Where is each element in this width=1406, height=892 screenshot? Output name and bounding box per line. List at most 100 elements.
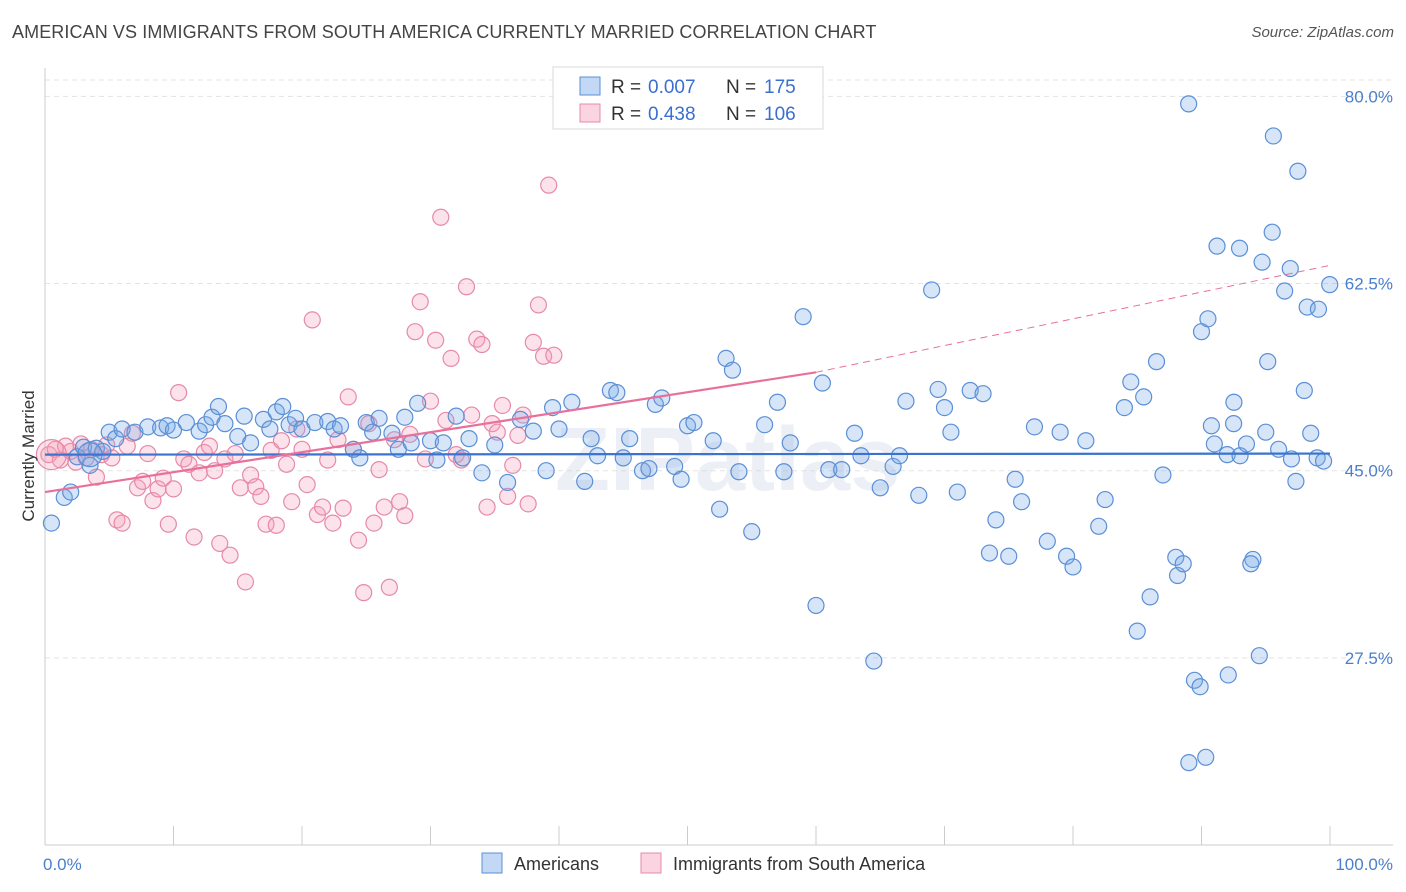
point-americans <box>113 420 131 438</box>
point-americans <box>1281 259 1299 278</box>
point-americans <box>177 413 195 432</box>
point-americans <box>1051 423 1069 441</box>
point-americans <box>845 424 864 442</box>
point-immigrants <box>493 396 512 415</box>
point-americans <box>81 456 99 474</box>
point-immigrants <box>185 528 203 546</box>
point-americans <box>370 409 388 427</box>
x-tick-label-min: 0.0% <box>43 855 82 874</box>
legend-r-label-americans: R = <box>611 77 641 98</box>
point-americans <box>1230 239 1249 257</box>
point-americans <box>499 473 517 492</box>
point-americans <box>1180 754 1198 772</box>
point-americans <box>743 523 761 541</box>
point-americans <box>1135 388 1153 406</box>
point-americans <box>1276 282 1294 300</box>
point-immigrants <box>231 479 249 497</box>
bottom-legend-swatch-americans <box>481 852 503 874</box>
point-americans <box>216 415 234 433</box>
point-americans <box>813 374 832 392</box>
point-immigrants <box>252 487 270 505</box>
point-americans <box>550 420 568 438</box>
legend-n-label-immigrants: N = <box>726 104 756 125</box>
series-americans-layer <box>42 95 1339 772</box>
point-americans <box>601 381 620 400</box>
point-immigrants <box>159 515 177 533</box>
point-americans <box>775 463 793 481</box>
point-immigrants <box>432 208 450 226</box>
point-immigrants <box>473 335 491 354</box>
point-immigrants <box>236 573 255 591</box>
point-americans <box>974 385 992 403</box>
point-americans <box>1250 647 1268 665</box>
chart-title: AMERICAN VS IMMIGRANTS FROM SOUTH AMERIC… <box>12 22 877 42</box>
point-americans <box>235 407 253 425</box>
point-americans <box>852 447 870 465</box>
point-americans <box>685 413 703 432</box>
point-americans <box>588 447 607 465</box>
y-tick-label: 80.0% <box>1345 87 1393 106</box>
point-americans <box>473 464 491 482</box>
bottom-legend-swatch-immigrants <box>640 852 662 874</box>
point-americans <box>100 423 118 441</box>
point-immigrants <box>267 516 285 534</box>
point-americans <box>209 397 228 416</box>
chart-source: Source: ZipAtlas.com <box>1251 24 1394 41</box>
point-americans <box>781 434 799 452</box>
y-tick-label: 45.0% <box>1345 462 1393 481</box>
point-americans <box>409 394 427 412</box>
point-americans <box>1287 472 1305 490</box>
point-immigrants <box>313 498 332 516</box>
point-americans <box>871 479 889 497</box>
point-americans <box>897 392 915 410</box>
point-immigrants <box>375 498 393 516</box>
point-americans <box>1237 435 1256 453</box>
point-americans <box>1208 237 1226 255</box>
point-americans <box>1314 452 1333 470</box>
top-legend: R = 0.007 N = 175 R = 0.438 N = 106 <box>552 66 824 130</box>
legend-n-label-americans: N = <box>726 77 756 98</box>
point-immigrants <box>478 498 496 516</box>
point-americans <box>1154 466 1172 484</box>
point-americans <box>396 408 414 426</box>
point-immigrants <box>339 388 357 406</box>
point-americans <box>286 409 305 427</box>
point-americans <box>261 420 279 438</box>
point-americans <box>306 413 324 432</box>
point-americans <box>1025 418 1044 436</box>
point-americans <box>961 381 979 400</box>
point-americans <box>402 434 420 452</box>
point-americans <box>563 393 581 411</box>
point-immigrants <box>113 514 131 532</box>
point-americans <box>351 449 369 467</box>
point-americans <box>1038 532 1056 550</box>
point-americans <box>929 380 947 399</box>
point-immigrants <box>221 546 239 564</box>
point-americans <box>755 416 774 434</box>
point-immigrants <box>463 406 481 424</box>
point-americans <box>280 416 298 434</box>
point-americans <box>640 459 658 478</box>
point-americans <box>1057 547 1076 565</box>
point-americans <box>486 436 504 454</box>
point-americans <box>1225 415 1243 433</box>
bottom-legend: Americans Immigrants from South America <box>481 852 926 874</box>
point-americans <box>357 413 375 432</box>
point-immigrants <box>519 495 537 513</box>
legend-swatch-immigrants <box>579 103 601 123</box>
point-americans <box>126 423 144 441</box>
point-immigrants <box>170 384 188 402</box>
point-immigrants <box>488 423 506 441</box>
point-immigrants <box>442 349 460 368</box>
point-immigrants <box>396 507 414 525</box>
legend-n-value-americans: 175 <box>764 77 796 98</box>
point-immigrants <box>349 531 368 549</box>
point-americans <box>139 418 157 436</box>
point-americans <box>1006 470 1024 488</box>
point-immigrants <box>380 578 398 596</box>
point-americans <box>1096 490 1114 509</box>
point-americans <box>1199 310 1217 328</box>
point-americans <box>633 462 652 480</box>
point-americans <box>1282 450 1301 468</box>
point-immigrants <box>319 451 337 469</box>
